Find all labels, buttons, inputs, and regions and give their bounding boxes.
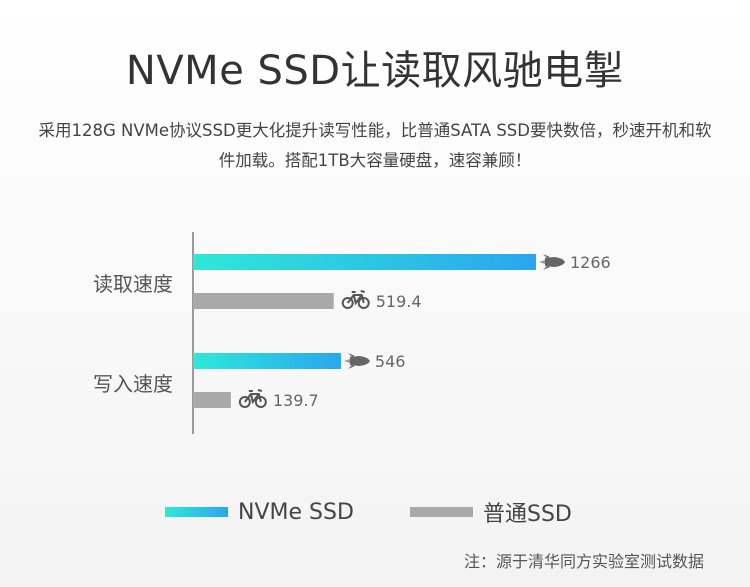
- legend-item-sata: 普通SSD: [410, 497, 572, 527]
- legend-swatch-nvme: [165, 507, 228, 517]
- legend-item-nvme: NVMe SSD: [165, 497, 354, 527]
- data-label-1-0: 519.4: [376, 292, 422, 311]
- source-note: 注：源于清华同方实验室测试数据: [463, 552, 704, 571]
- bar-0-0: [193, 254, 536, 270]
- legend-label-nvme: NVMe SSD: [238, 499, 354, 525]
- rocket-flame: [343, 359, 350, 363]
- rocket-fin-bottom: [347, 365, 355, 369]
- bicycle-icon: [341, 290, 370, 309]
- bicycle-wheel-front: [357, 297, 370, 309]
- bar-1-0: [193, 293, 334, 309]
- rocket-body: [545, 257, 565, 267]
- data-label-0-1: 546: [375, 352, 406, 371]
- bicycle-icon: [238, 389, 267, 408]
- bicycle-wheel-front: [254, 396, 267, 408]
- bicycle-wheel-rear: [238, 396, 251, 408]
- rocket-flame: [539, 260, 545, 264]
- bicycle-frame: [346, 290, 365, 306]
- category-label-0: 读取速度: [93, 272, 173, 296]
- rocket-body: [349, 356, 370, 366]
- bar-0-1: [193, 353, 341, 369]
- category-label-1: 写入速度: [93, 372, 173, 396]
- bicycle-wheel-rear: [341, 297, 354, 309]
- bicycle-frame: [244, 389, 263, 405]
- rocket-icon: [343, 353, 370, 369]
- rocket-fin-top: [543, 254, 550, 258]
- rocket-fin-top: [347, 353, 355, 357]
- bar-1-1: [193, 392, 231, 408]
- page-title: NVMe SSD让读取风驰电掣: [125, 48, 625, 94]
- legend-swatch-sata: [410, 507, 473, 517]
- page-subtitle: 采用128G NVMe协议SSD更大化提升读写性能，比普通SATA SSD要快数…: [38, 121, 712, 170]
- data-label-1-1: 139.7: [273, 391, 319, 410]
- rocket-fin-bottom: [543, 266, 550, 270]
- legend-label-sata: 普通SSD: [483, 502, 572, 527]
- rocket-icon: [539, 254, 565, 270]
- data-label-0-0: 1266: [570, 253, 611, 272]
